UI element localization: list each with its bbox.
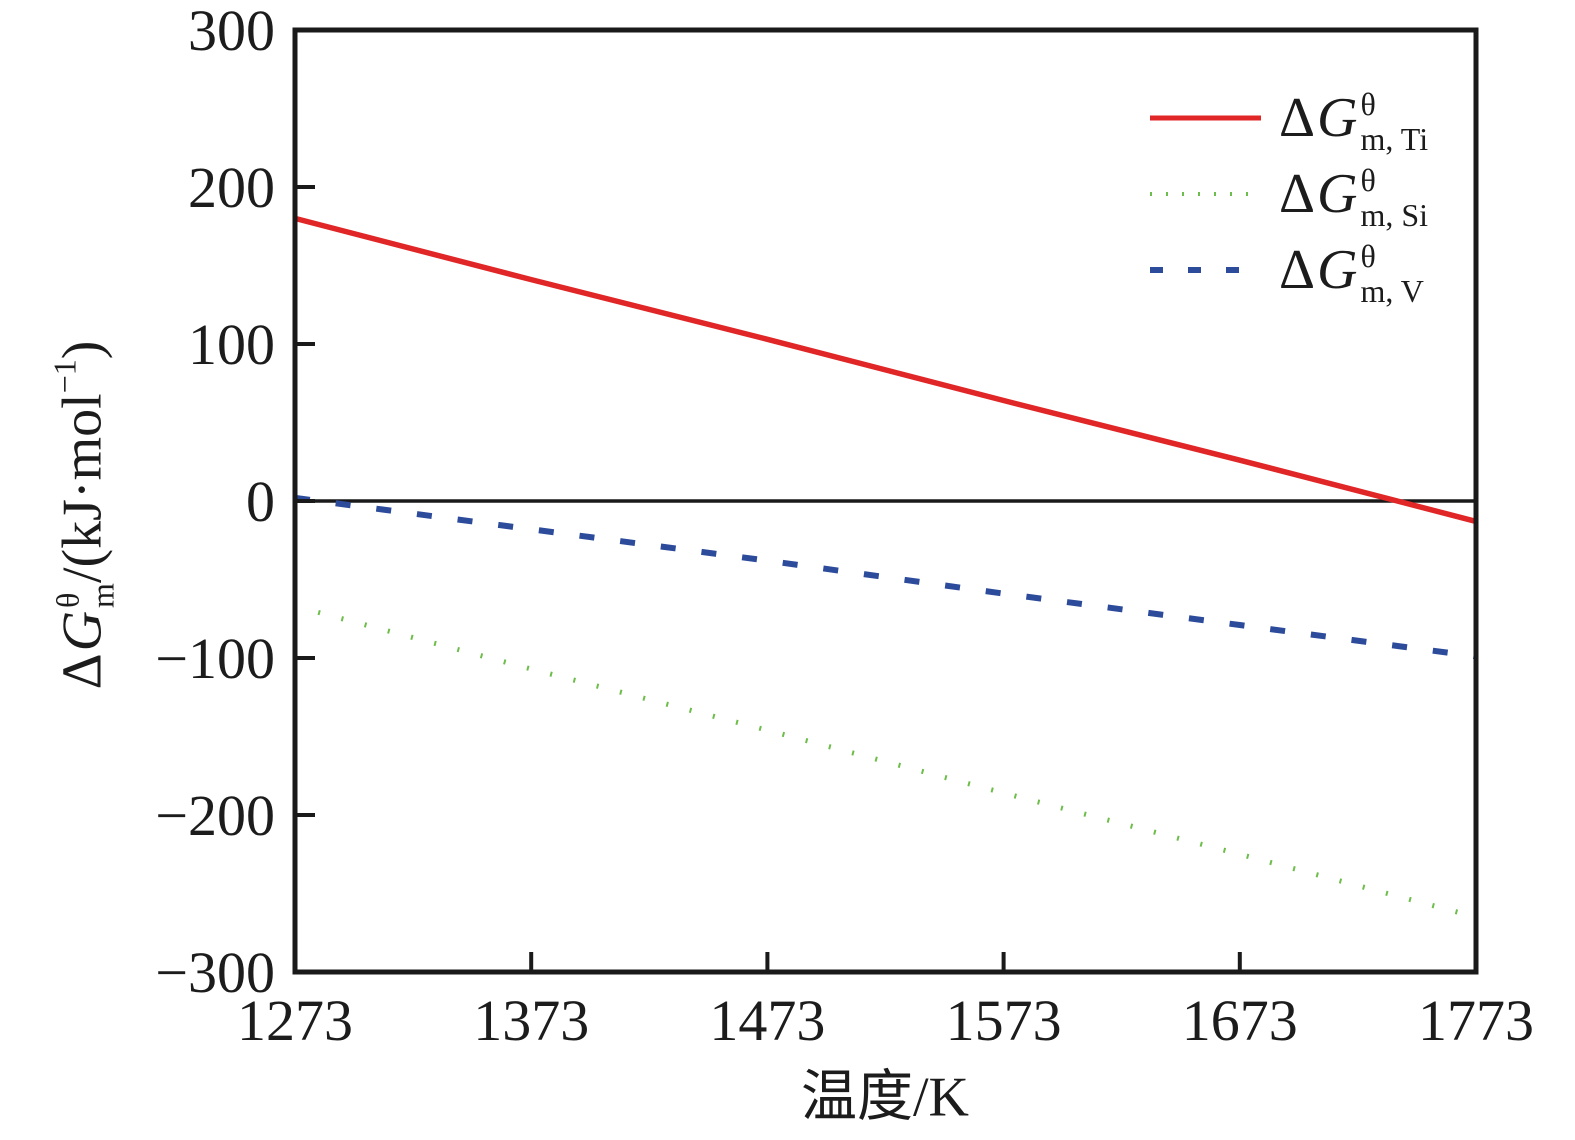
superscript-theta: θ [49, 592, 86, 608]
subscript-species: m, Si [1360, 196, 1429, 233]
y-tick-label: −100 [155, 626, 275, 691]
series-line-v [294, 494, 1477, 660]
unit-exponent: −1 [46, 359, 82, 394]
delta-symbol: Δ [1279, 239, 1316, 301]
subscript-species: m, Ti [1360, 120, 1429, 157]
delta-symbol: Δ [1279, 87, 1316, 149]
supsub-stack: θ m, Si [1360, 164, 1428, 231]
unit-text: /(kJ·mol [51, 393, 113, 584]
x-tick-label: 1473 [709, 988, 825, 1053]
delta-symbol: Δ [51, 653, 113, 690]
legend-swatch-dotted-line [1150, 192, 1261, 196]
unit-close-paren: ) [51, 340, 113, 360]
supsub-stack: θ m, Ti [1360, 88, 1428, 155]
series-line-ti [294, 215, 1477, 525]
subscript-m: m [84, 583, 121, 608]
y-tick-label: 200 [188, 155, 275, 220]
delta-symbol: Δ [1279, 163, 1316, 225]
y-tick-label: 300 [188, 0, 275, 63]
legend-swatch-solid-line [1150, 115, 1261, 121]
x-tick-label: 1273 [237, 988, 353, 1053]
g-symbol: G [51, 610, 113, 652]
legend-swatch-dashed-line [1150, 267, 1261, 273]
y-tick-label: −200 [155, 783, 275, 848]
subscript-species: m, V [1360, 272, 1424, 309]
superscript-theta: θ [1360, 161, 1376, 198]
x-tick-label: 1773 [1418, 988, 1534, 1053]
superscript-theta: θ [1360, 85, 1376, 122]
series-line-si [294, 603, 1477, 920]
x-tick-label: 1673 [1182, 988, 1298, 1053]
supsub-stack: θ m, V [1360, 240, 1423, 307]
x-tick-label: 1573 [946, 988, 1062, 1053]
superscript-theta: θ [1360, 237, 1376, 274]
x-axis-label: 温度/K [801, 1066, 969, 1129]
plot-border [292, 27, 1479, 975]
supsub-stack: θ m [49, 583, 121, 608]
y-tick-label: 100 [188, 312, 275, 377]
y-tick-label: −300 [155, 940, 275, 1005]
g-symbol: G [1317, 163, 1358, 225]
g-symbol: G [1317, 87, 1358, 149]
g-symbol: G [1317, 239, 1358, 301]
x-tick-label: 1373 [473, 988, 589, 1053]
y-tick-label: 0 [246, 469, 275, 534]
